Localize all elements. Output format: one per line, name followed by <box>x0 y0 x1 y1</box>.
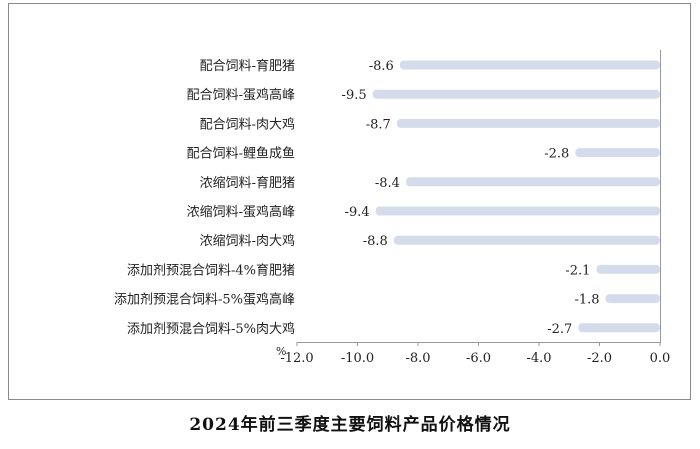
data-label: -2.1 <box>565 263 590 278</box>
bar <box>396 118 660 128</box>
bar <box>605 294 660 304</box>
category-label: 配合饲料-鲤鱼成鱼 <box>187 146 295 162</box>
unit-label: % <box>276 345 286 358</box>
bar <box>399 60 660 70</box>
data-label: -8.7 <box>366 117 391 132</box>
bar <box>393 235 660 245</box>
x-tick-label: -2.0 <box>587 351 612 366</box>
x-tick-label: -6.0 <box>466 351 491 366</box>
bar <box>405 177 660 187</box>
category-label: 添加剂预混合饲料-5%肉大鸡 <box>127 321 295 337</box>
x-tick-label: -12.0 <box>280 351 313 366</box>
x-tick-label: -4.0 <box>526 351 551 366</box>
data-label: -9.5 <box>342 88 367 103</box>
data-label: -8.8 <box>363 234 388 249</box>
category-label: 浓缩饲料-蛋鸡高峰 <box>187 204 295 220</box>
chart-title: 2024年前三季度主要饲料产品价格情况 <box>189 415 511 435</box>
bar <box>372 89 660 99</box>
category-label: 配合饲料-肉大鸡 <box>200 116 295 132</box>
data-label: -9.4 <box>345 205 370 220</box>
data-label: -8.4 <box>375 176 400 191</box>
bar <box>375 206 660 216</box>
bar <box>575 148 660 158</box>
data-label: -8.6 <box>369 59 394 74</box>
x-tick-label: -8.0 <box>405 351 430 366</box>
data-label: -2.7 <box>547 322 572 337</box>
category-label: 配合饲料-蛋鸡高峰 <box>187 87 295 103</box>
data-label: -1.8 <box>574 293 599 308</box>
category-label: 配合饲料-育肥猪 <box>200 58 295 74</box>
category-label: 浓缩饲料-肉大鸡 <box>200 233 295 249</box>
category-label: 浓缩饲料-育肥猪 <box>200 175 295 191</box>
x-tick-label: -10.0 <box>341 351 374 366</box>
bar <box>578 323 660 333</box>
data-label: -2.8 <box>544 147 569 162</box>
bar-chart: 配合饲料-育肥猪 -8.6 配合饲料-蛋鸡高峰 -9.5 配合饲料-肉大鸡 -8.7 配合饲… <box>114 50 671 366</box>
category-label: 添加剂预混合饲料-4%育肥猪 <box>127 262 295 278</box>
bar <box>596 264 660 274</box>
x-tick-label: 0.0 <box>650 351 671 366</box>
category-label: 添加剂预混合饲料-5%蛋鸡高峰 <box>114 292 295 308</box>
